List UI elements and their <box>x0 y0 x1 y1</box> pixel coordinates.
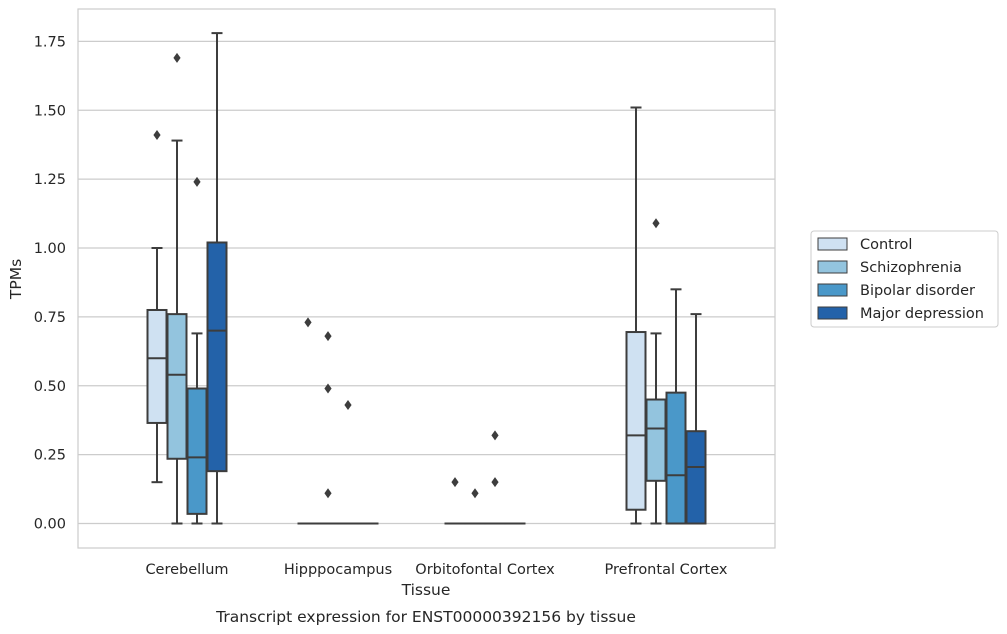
box-2-2 <box>317 331 339 525</box>
box-1-3 <box>444 477 466 525</box>
box-1-1 <box>146 130 168 484</box>
outlier-point <box>344 400 352 411</box>
x-axis-ticks: Cerebellum Hipppocampus Orbitofontal Corte… <box>145 562 727 578</box>
iqr-box <box>186 387 208 515</box>
outlier-point <box>173 52 181 63</box>
iqr-box <box>206 241 228 473</box>
y-tick-label: 0.25 <box>34 448 66 464</box>
legend-frame <box>810 230 999 328</box>
legend-label: Schizophrenia <box>860 260 962 276</box>
y-tick-label: 0.75 <box>34 310 66 326</box>
legend-label: Major depression <box>860 306 984 322</box>
y-tick-label: 0.50 <box>34 379 66 395</box>
outlier-point <box>491 477 499 488</box>
outlier-point <box>451 477 459 488</box>
outlier-point <box>652 218 660 229</box>
iqr-box <box>625 331 647 511</box>
x-tick-label: Hipppocampus <box>284 562 392 578</box>
box-2-4 <box>645 218 667 525</box>
iqr-box <box>645 398 667 482</box>
outlier-point <box>471 488 479 499</box>
y-tick-label: 1.75 <box>34 34 66 50</box>
iqr-box <box>685 430 707 525</box>
outlier-point <box>324 383 332 394</box>
iqr-box <box>166 313 188 460</box>
box-3-3 <box>484 430 506 525</box>
plot-area-frame <box>77 8 776 549</box>
box-4-1 <box>206 32 228 525</box>
x-tick-label: Orbitofontal Cortex <box>415 562 555 578</box>
box-2-1 <box>166 52 188 525</box>
y-tick-label: 1.00 <box>34 241 66 257</box>
legend-swatch <box>817 237 848 251</box>
iqr-box <box>146 308 168 424</box>
x-tick-label: Cerebellum <box>145 562 228 578</box>
x-axis-label: Tissue <box>401 581 451 599</box>
box-4-4 <box>685 313 707 525</box>
legend-swatch <box>817 260 848 274</box>
outlier-point <box>324 331 332 342</box>
outlier-point <box>304 317 312 328</box>
y-tick-label: 0.00 <box>34 517 66 533</box>
y-tick-label: 1.50 <box>34 103 66 119</box>
box-groups <box>146 32 707 525</box>
legend-label: Control <box>860 237 912 253</box>
outlier-point <box>153 130 161 141</box>
legend-swatch <box>817 306 848 320</box>
legend-label: Bipolar disorder <box>860 283 975 299</box>
box-1-2 <box>297 317 319 525</box>
outlier-point <box>193 176 201 187</box>
outlier-point <box>324 488 332 499</box>
x-tick-label: Prefrontal Cortex <box>605 562 728 578</box>
box-3-2 <box>337 400 359 525</box>
box-1-4 <box>625 106 647 525</box>
box-3-4 <box>665 288 687 525</box>
y-axis-ticks: 0.00 0.25 0.50 0.75 1.00 1.25 1.50 1.75 <box>34 34 66 532</box>
box-2-3 <box>464 488 486 525</box>
iqr-box <box>665 391 687 525</box>
legend-swatch <box>817 283 848 297</box>
y-tick-label: 1.25 <box>34 172 66 188</box>
box-3-1 <box>186 176 208 525</box>
y-axis-label: TPMs <box>7 259 25 300</box>
legend: Control Schizophrenia Bipolar disorder Majo… <box>810 230 999 328</box>
chart-caption: Transcript expression for ENST0000039215… <box>215 608 636 626</box>
outlier-point <box>491 430 499 441</box>
